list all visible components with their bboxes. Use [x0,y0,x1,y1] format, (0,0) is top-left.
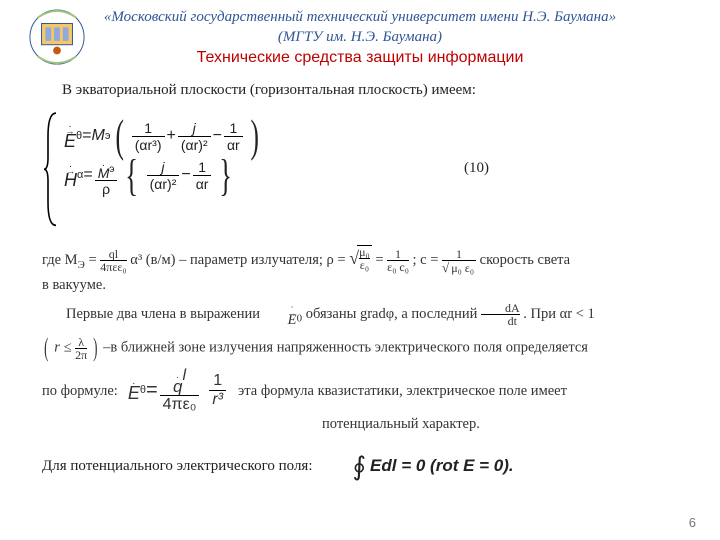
course-title: Технические средства защиты информации [20,49,700,67]
left-brace-icon [42,111,60,228]
equation-row-2: ·→H α = ·Mэ ρ { j(αr)² − 1αr } [64,156,264,196]
potential-field-line: Для потенциального электрического поля: … [42,450,690,484]
university-name-2: (МГТУ им. Н.Э. Баумана) [20,28,700,48]
university-logo [28,8,86,66]
potential-label: Для потенциального электрического поля: [42,457,313,477]
equation-row-1: ·→E θ = M э ( 1(αr³) + j(αr)² − 1αr ) [64,121,264,152]
body-paragraphs: где МЭ = ql4πεε₀ α³ (в/м) – параметр изл… [42,245,690,436]
slide-content: В экваториальной плоскости (горизонтальн… [0,69,720,483]
equation-number: (10) [464,159,489,179]
university-name-1: «Московский государственный технический … [20,8,700,28]
intro-text: В экваториальной плоскости (горизонтальн… [62,81,690,101]
potential-formula: ∮ Edl = 0 (rot E = 0). [353,450,514,484]
page-number: 6 [689,515,696,530]
quasistatic-formula: ·E θ = ·ql 4πε₀ 1r³ [128,368,228,413]
equation-system: ·→E θ = M э ( 1(αr³) + j(αr)² − 1αr ) ·→… [42,111,690,228]
slide-header: «Московский государственный технический … [0,0,720,69]
